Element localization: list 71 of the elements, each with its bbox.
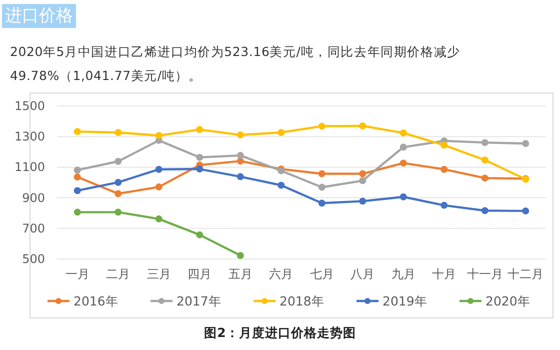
point xyxy=(236,152,244,159)
y-tick-label: 700 xyxy=(22,221,45,236)
point xyxy=(440,202,448,209)
point xyxy=(74,166,81,174)
point xyxy=(155,132,162,140)
x-tick-label: 四月 xyxy=(188,267,212,281)
x-tick-label: 十月 xyxy=(432,267,456,281)
point xyxy=(359,170,366,178)
x-tick-label: 一月 xyxy=(65,267,90,281)
x-tick-label: 五月 xyxy=(228,267,252,281)
point xyxy=(114,128,122,136)
point xyxy=(522,207,530,214)
point xyxy=(318,122,326,130)
point xyxy=(481,139,488,146)
point xyxy=(114,190,122,198)
point xyxy=(114,158,122,165)
legend-label: 2016年 xyxy=(74,294,118,308)
point xyxy=(400,160,407,167)
point xyxy=(522,140,530,147)
caption: 图2：月度进口价格走势图 xyxy=(203,325,357,342)
y-tick-label: 1500 xyxy=(14,99,45,113)
point xyxy=(440,166,448,173)
point xyxy=(359,198,366,205)
point xyxy=(196,126,204,134)
y-tick-label: 1300 xyxy=(14,130,45,144)
y-tick-label: 500 xyxy=(22,252,45,266)
point xyxy=(318,170,326,178)
y-tick-label: 1100 xyxy=(14,160,45,174)
point xyxy=(481,207,488,214)
point xyxy=(74,208,81,216)
x-tick-label: 七月 xyxy=(310,267,334,281)
y-tick-label: 900 xyxy=(22,190,45,205)
point xyxy=(481,156,488,164)
point xyxy=(236,173,244,180)
point xyxy=(481,174,488,182)
x-tick-label: 六月 xyxy=(269,267,294,281)
point xyxy=(196,166,204,173)
point xyxy=(196,231,204,238)
legend-label: 2020年 xyxy=(486,294,530,308)
point xyxy=(400,129,407,136)
point xyxy=(155,215,162,222)
point xyxy=(400,144,407,151)
point xyxy=(400,193,407,200)
x-tick-label: 九月 xyxy=(391,267,416,281)
chart-title: 进口价格 xyxy=(2,4,76,28)
point xyxy=(236,131,244,138)
point xyxy=(278,182,285,189)
point xyxy=(114,178,122,186)
x-tick-label: 二月 xyxy=(106,267,130,281)
point xyxy=(278,128,285,136)
chart-subtitle: 2020年5月中国进口乙烯进口均价为523.16美元/吨，同比去年同期价格减少49.78%（1,041.77美元/吨）。 xyxy=(10,43,462,85)
legend-label: 2018年 xyxy=(280,294,324,308)
point xyxy=(359,122,366,130)
point xyxy=(155,183,162,190)
point xyxy=(440,142,448,149)
point xyxy=(318,184,326,191)
point xyxy=(236,252,244,259)
point xyxy=(155,166,162,173)
x-tick-label: 十二月 xyxy=(508,267,544,281)
point xyxy=(318,200,326,207)
x-tick-label: 三月 xyxy=(146,267,171,281)
legend-label: 2017年 xyxy=(176,294,222,308)
x-tick-label: 八月 xyxy=(350,267,375,281)
point xyxy=(359,177,366,184)
point xyxy=(196,154,204,161)
x-tick-label: 十一月 xyxy=(466,267,503,281)
point xyxy=(74,187,81,194)
point xyxy=(74,173,81,180)
legend-label: 2019年 xyxy=(382,294,428,308)
point xyxy=(74,128,81,136)
point xyxy=(114,208,122,216)
